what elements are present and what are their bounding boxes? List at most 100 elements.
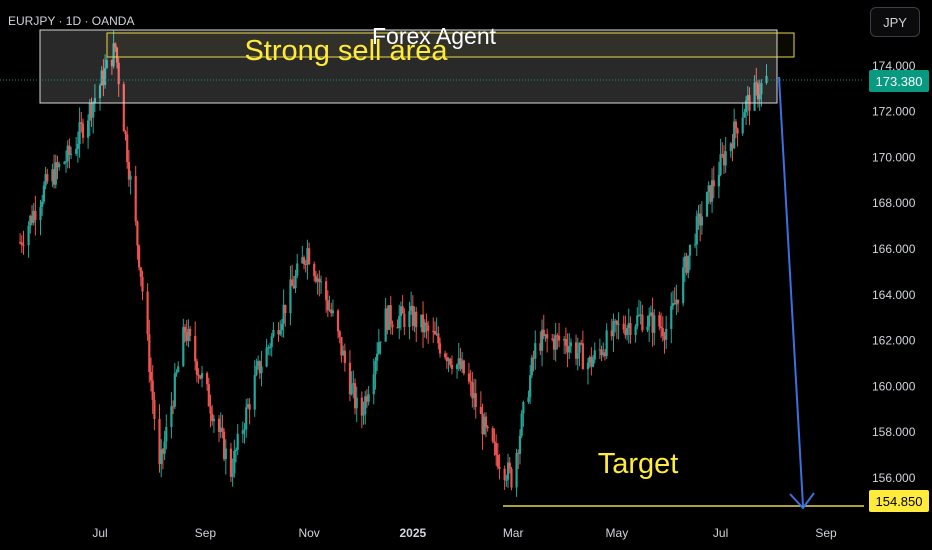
candle-down	[139, 267, 142, 277]
candle-up	[44, 174, 47, 186]
candle-down	[699, 213, 702, 226]
candle-up	[707, 185, 710, 193]
candle-down	[172, 406, 175, 408]
candle-down	[20, 242, 23, 245]
candle-up	[367, 394, 370, 402]
candle-up	[63, 162, 66, 164]
candle-up	[233, 450, 236, 474]
candle-down	[624, 329, 627, 336]
candle-down	[600, 349, 603, 356]
candle-down	[326, 300, 329, 311]
candle-up	[301, 257, 304, 264]
candle-down	[80, 122, 83, 124]
candle-up	[212, 418, 216, 422]
candle-down	[421, 314, 425, 333]
candle-down	[517, 453, 520, 455]
candle-down	[539, 343, 542, 351]
candle-down	[229, 448, 233, 477]
candle-up	[165, 426, 168, 442]
candle-up	[129, 176, 132, 180]
symbol-label: EURJPY · 1D · OANDA	[8, 14, 135, 28]
candle-up	[588, 357, 591, 363]
candle-down	[486, 426, 489, 429]
candle-up	[350, 383, 353, 395]
candle-up	[54, 162, 57, 185]
candle-down	[437, 333, 440, 344]
candle-down	[141, 276, 144, 292]
sell-zone-outer-box[interactable]	[39, 29, 778, 104]
candle-up	[717, 174, 720, 187]
candle-down	[736, 128, 739, 134]
x-tick-label: 2025	[399, 526, 426, 540]
candle-down	[126, 134, 129, 163]
candle-down	[189, 328, 192, 336]
candle-down	[676, 299, 680, 304]
candle-down	[81, 123, 85, 138]
candle-down	[185, 331, 188, 341]
candle-down	[117, 62, 120, 85]
candle-down	[415, 311, 418, 328]
candle-up	[687, 255, 690, 273]
candle-up	[187, 328, 190, 341]
candle-up	[331, 310, 335, 314]
candle-down	[685, 256, 688, 273]
candle-up	[544, 334, 547, 337]
target-label: Target	[598, 448, 679, 480]
candle-down	[110, 59, 114, 67]
candle-down	[491, 428, 494, 442]
candle-up	[554, 335, 557, 350]
candle-down	[127, 162, 131, 180]
candle-up	[75, 148, 78, 154]
candle-down	[90, 103, 93, 118]
candle-up	[719, 154, 722, 175]
candle-down	[503, 468, 506, 480]
candle-up	[665, 328, 668, 340]
candle-up	[170, 406, 173, 427]
candle-down	[444, 353, 447, 358]
candle-up	[569, 342, 573, 347]
candle-down	[712, 180, 715, 187]
candle-down	[343, 350, 346, 363]
candle-down	[411, 305, 414, 326]
candle-up	[316, 278, 319, 282]
currency-button[interactable]: JPY	[870, 7, 920, 37]
candle-down	[318, 278, 321, 283]
candle-up	[683, 256, 686, 268]
candle-up	[352, 383, 355, 385]
candle-up	[483, 416, 486, 435]
candle-up	[563, 338, 566, 341]
candle-up	[612, 321, 615, 337]
candle-up	[520, 413, 523, 436]
candle-up	[41, 201, 44, 208]
sell-zone-label: Strong sell area	[244, 35, 448, 67]
y-tick-label: 164.000	[872, 288, 916, 302]
candle-up	[614, 320, 617, 322]
candle-up	[741, 117, 744, 134]
x-tick-label: Nov	[298, 526, 319, 540]
candle-down	[18, 242, 22, 244]
sell-zone-inner-box[interactable]	[106, 32, 795, 58]
candle-up	[376, 353, 379, 361]
candle-up	[387, 305, 391, 330]
candle-up	[362, 414, 365, 416]
candle-up	[231, 473, 234, 477]
candle-up	[576, 352, 579, 359]
candle-up	[529, 375, 532, 398]
candle-down	[221, 427, 224, 432]
candle-down	[211, 413, 214, 422]
candle-down	[556, 335, 559, 337]
price-axis[interactable]: 174.000 172.000 170.000 168.000 166.000 164.0…	[872, 59, 916, 485]
candle-up	[384, 308, 387, 342]
projection-arrow-head	[789, 492, 815, 510]
candle-down	[610, 330, 613, 337]
candle-up	[69, 153, 73, 155]
candle-down	[209, 406, 212, 414]
candle-up	[267, 347, 270, 349]
x-tick-label: Sep	[195, 526, 217, 540]
time-axis[interactable]: Jul Sep Nov 2025 Mar May Jul Sep	[92, 526, 837, 540]
projection-arrow-line[interactable]	[778, 76, 804, 507]
candle-down	[68, 145, 71, 155]
target-price-badge-text: 154.850	[876, 494, 923, 509]
y-tick-label: 160.000	[872, 379, 916, 393]
